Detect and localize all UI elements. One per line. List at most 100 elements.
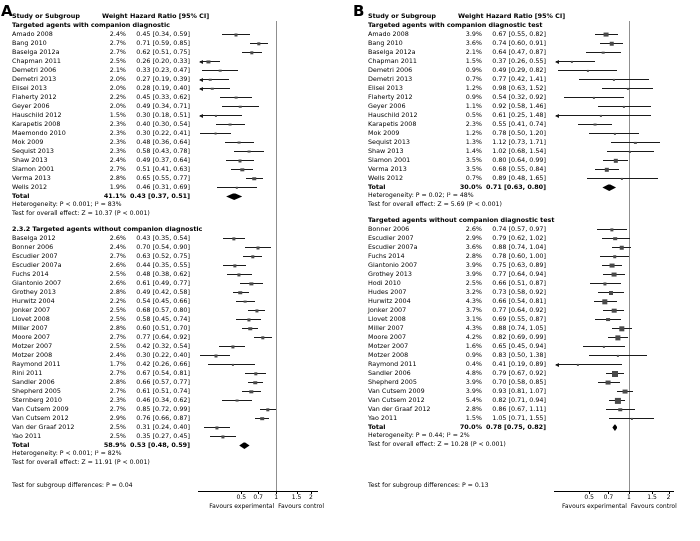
study-label: Grothey 2013: [12, 288, 56, 297]
hr-point-marker: [609, 41, 614, 46]
plot-cell: [556, 315, 674, 324]
hr-ci-text: 0.48 [0.38, 0.62]: [136, 270, 190, 279]
hr-point-marker: [255, 308, 259, 313]
axis-row: 0.5 0.7 1 1.5 2 Favours experimental Favours c…: [12, 491, 348, 517]
hr-point-marker: [239, 105, 242, 108]
hr-point-marker: [214, 132, 218, 135]
study-row: Motzer 2007 2.5% 0.42 [0.32, 0.54]: [12, 342, 348, 351]
hr-ci-text: 0.80 [0.64, 0.99]: [492, 156, 546, 165]
weight-value: 2.2%: [109, 93, 126, 102]
study-label: Sandler 2006: [12, 378, 55, 387]
study-row: Geyer 2006 1.1% 0.92 [0.58, 1.46]: [368, 102, 698, 111]
plot-cell: [556, 270, 674, 279]
axis-tick-label: 0.5: [236, 494, 247, 501]
study-label: Moore 2007: [368, 333, 407, 342]
study-row: Llovet 2008 3.1% 0.69 [0.55, 0.87]: [368, 315, 698, 324]
study-row: Elisei 2013 2.0% 0.28 [0.19, 0.40]: [12, 84, 348, 93]
hr-ci-text: 0.48 [0.36, 0.64]: [136, 138, 190, 147]
study-label: Escudier 2007a: [368, 243, 418, 252]
study-label: Shepherd 2005: [368, 378, 417, 387]
weight-value: 2.9%: [109, 414, 126, 423]
study-label: Van Cutsem 2009: [368, 387, 425, 396]
hr-ci-text: 0.65 [0.45, 0.94]: [492, 342, 546, 351]
hr-point-marker: [608, 290, 613, 295]
study-label: Miller 2007: [368, 324, 404, 333]
study-row: Escudier 2007 2.9% 0.79 [0.62, 1.02]: [368, 234, 698, 243]
hr-point-marker: [634, 141, 637, 144]
plot-cell: [556, 324, 674, 333]
study-row: Slamon 2001 2.7% 0.51 [0.41, 0.63]: [12, 165, 348, 174]
study-label: Geyer 2006: [12, 102, 50, 111]
study-label: Motzer 2008: [368, 351, 409, 360]
weight-value: 2.2%: [109, 297, 126, 306]
hr-ci-text: 0.77 [0.64, 0.92]: [492, 306, 546, 315]
weight-value: 2.4%: [109, 351, 126, 360]
axis-line: [198, 491, 318, 492]
weight-value: 4.2%: [465, 333, 482, 342]
study-label: Van Cutsem 2009: [12, 405, 69, 414]
subgroup-difference-text: Test for subgroup differences: P = 0.04: [12, 482, 133, 490]
plot-cell: [556, 183, 674, 192]
plot-cell: [556, 156, 674, 165]
weight-value: 2.7%: [109, 333, 126, 342]
study-row: Fuchs 2014 2.8% 0.78 [0.60, 1.00]: [368, 252, 698, 261]
study-label: Grothey 2013: [368, 270, 412, 279]
ci-line: [200, 61, 221, 62]
heterogeneity-text: Heterogeneity: P < 0.001; I² = 82%: [12, 450, 122, 458]
weight-value: 2.5%: [109, 432, 126, 441]
hr-ci-text: 0.74 [0.60, 0.91]: [492, 39, 546, 48]
hr-point-marker: [237, 141, 241, 144]
plot-cell: [556, 225, 674, 234]
axis-tick: [258, 491, 260, 494]
study-row: Hauschild 2012 1.5% 0.30 [0.18, 0.51]: [12, 111, 348, 120]
weight-value: 2.1%: [109, 66, 126, 75]
axis-tick-label: 0.7: [253, 494, 263, 501]
weight-column-header: Weight: [458, 12, 484, 21]
hr-ci-text: 0.37 [0.26, 0.55]: [492, 57, 546, 66]
weight-value: 1.2%: [465, 129, 482, 138]
hr-point-marker: [576, 363, 579, 366]
overall-effect-text: Test for overall effect: Z = 10.37 (P < …: [12, 210, 150, 218]
weight-value: 2.3%: [109, 129, 126, 138]
plot-cell: [556, 333, 674, 342]
weight-value: 3.9%: [465, 30, 482, 39]
plot-cell: [556, 174, 674, 183]
hr-ci-text: 0.71 [0.59, 0.85]: [136, 39, 190, 48]
hr-ci-text: 0.62 [0.51, 0.75]: [136, 48, 190, 57]
weight-value: 2.0%: [109, 75, 126, 84]
plot-cell: [200, 405, 318, 414]
plot-cell: [200, 387, 318, 396]
study-row: Amado 2008 3.9% 0.67 [0.55, 0.82]: [368, 30, 698, 39]
hr-ci-text: 0.75 [0.63, 0.89]: [492, 261, 546, 270]
study-row: Van Cutsem 2012 5.4% 0.82 [0.71, 0.94]: [368, 396, 698, 405]
study-label: Amado 2008: [368, 30, 409, 39]
study-row: Sequist 2013 1.3% 1.12 [0.73, 1.71]: [368, 138, 698, 147]
weight-value: 1.5%: [465, 57, 482, 66]
axis-tick: [310, 491, 312, 494]
study-row: Shepherd 2005 3.9% 0.70 [0.58, 0.85]: [368, 378, 698, 387]
plot-cell: [556, 75, 674, 84]
hr-point-marker: [612, 78, 615, 81]
hr-ci-text: 1.05 [0.71, 1.55]: [492, 414, 546, 423]
hr-point-marker: [221, 434, 225, 439]
study-label: Wells 2012: [12, 183, 48, 192]
hr-point-marker: [254, 371, 258, 376]
study-label: Hauschild 2012: [368, 111, 418, 120]
study-row: Van Cutsem 2009 3.9% 0.93 [0.81, 1.07]: [368, 387, 698, 396]
weight-value: 2.7%: [109, 369, 126, 378]
axis-tick-label: 1.5: [647, 494, 657, 501]
subtotal-weight: 41.1%: [103, 192, 126, 201]
hr-ci-text: 0.78 [0.60, 1.00]: [492, 252, 546, 261]
study-label: Moore 2007: [12, 333, 51, 342]
plot-cell: [200, 183, 318, 192]
summary-diamond: [612, 424, 618, 431]
weight-value: 1.9%: [109, 183, 126, 192]
study-label: Baselga 2012: [12, 234, 56, 243]
subgroup-title: Targeted agents with companion diagnosti…: [12, 21, 170, 30]
hr-ci-text: 0.82 [0.69, 0.99]: [492, 333, 546, 342]
forest-plot-panel-a: A Study or Subgroup Weight Hazard Ratio [9…: [1, 2, 348, 517]
plot-cell: [556, 120, 674, 129]
study-row: Shaw 2013 2.4% 0.49 [0.37, 0.64]: [12, 156, 348, 165]
study-label: Motzer 2007: [12, 342, 53, 351]
plot-cell: [200, 396, 318, 405]
